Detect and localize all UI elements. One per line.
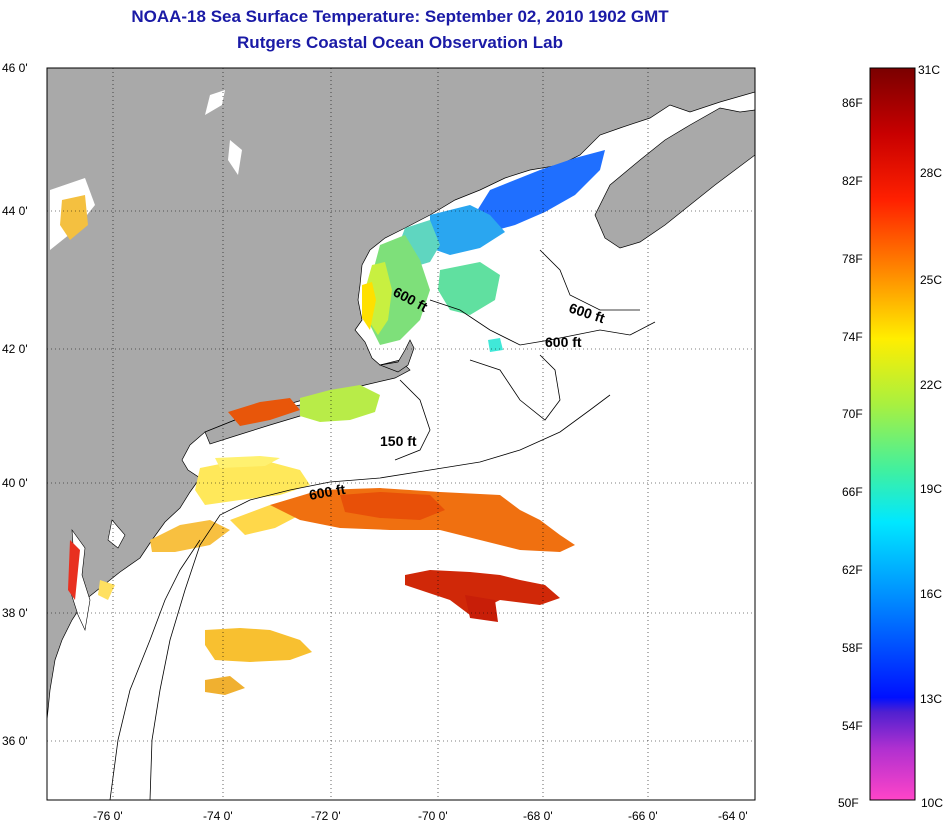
sst-southern-patch [60,195,312,695]
svg-text:-66 0': -66 0' [628,809,658,823]
sst-mid-atlantic-shelf [150,456,310,552]
svg-text:86F: 86F [842,96,863,110]
sst-gulf-of-maine [362,150,605,352]
delaware-bay [107,519,126,549]
temperature-colorbar: 31C 50F 10C 86F 82F 78F 74F 70F 66F 62F … [838,63,943,810]
svg-text:10C: 10C [921,796,943,810]
svg-text:25C: 25C [920,273,942,287]
svg-text:44 0': 44 0' [2,204,28,218]
svg-text:82F: 82F [842,174,863,188]
map-title: NOAA-18 Sea Surface Temperature: Septemb… [131,7,669,26]
svg-text:-64 0': -64 0' [718,809,748,823]
svg-text:36 0': 36 0' [2,734,28,748]
cape-cod [378,339,415,373]
svg-text:62F: 62F [842,563,863,577]
svg-text:-72 0': -72 0' [311,809,341,823]
svg-text:38 0': 38 0' [2,606,28,620]
map-frame [46,67,756,801]
svg-text:54F: 54F [842,719,863,733]
depth-label: 600 ft [308,481,347,503]
longitude-labels: -76 0' -74 0' -72 0' -70 0' -68 0' -66 0… [93,809,748,823]
svg-text:70F: 70F [842,407,863,421]
svg-text:78F: 78F [842,252,863,266]
bathymetry-contours [109,249,656,800]
svg-text:13C: 13C [920,692,942,706]
latitude-labels: 46 0' 44 0' 42 0' 40 0' 38 0' 36 0' [2,61,28,748]
svg-text:31C: 31C [918,63,940,77]
svg-text:-76 0': -76 0' [93,809,123,823]
svg-text:-68 0': -68 0' [523,809,553,823]
map-subtitle: Rutgers Coastal Ocean Observation Lab [237,33,563,52]
sst-southern-new-england [228,385,380,426]
svg-text:22C: 22C [920,378,942,392]
sst-gulf-stream [270,488,575,622]
svg-text:42 0': 42 0' [2,342,28,356]
svg-text:16C: 16C [920,587,942,601]
depth-label: 600 ft [545,334,582,350]
lake [205,90,225,115]
svg-text:19C: 19C [920,482,942,496]
lake [228,140,242,175]
svg-text:46 0': 46 0' [2,61,28,75]
svg-text:74F: 74F [842,330,863,344]
svg-text:-74 0': -74 0' [203,809,233,823]
svg-text:28C: 28C [920,166,942,180]
nova-scotia [594,107,755,249]
svg-text:50F: 50F [838,796,859,810]
depth-label: 150 ft [380,433,417,449]
svg-text:66F: 66F [842,485,863,499]
svg-text:-70 0': -70 0' [418,809,448,823]
svg-text:40 0': 40 0' [2,476,28,490]
svg-text:58F: 58F [842,641,863,655]
